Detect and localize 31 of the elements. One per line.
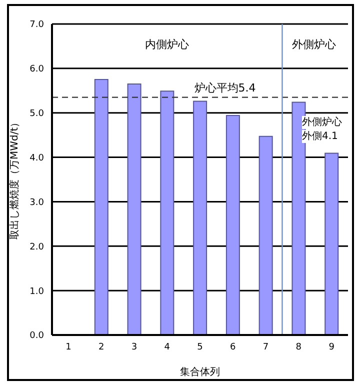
bar [226,115,240,335]
y-axis-title: 取出し燃焼度（万MWd/t） [8,117,21,240]
bar [94,79,108,335]
annotation: 外側炉心 [292,38,336,51]
y-tick-label: 0.0 [30,331,44,342]
bar [160,90,174,335]
y-tick-label: 7.0 [30,20,44,30]
bar [324,152,339,335]
y-tick-label: 6.0 [30,64,44,75]
x-tick-label: 1 [66,342,72,352]
x-axis-title: 集合体列 [180,366,220,378]
x-tick-label: 9 [328,342,335,352]
bar [258,136,273,335]
y-tick-label: 4.0 [30,153,44,164]
x-tick-label: 8 [296,342,302,352]
x-tick-label: 4 [164,342,170,352]
x-tick-label: 2 [98,342,104,352]
x-tick-label: 5 [197,342,203,352]
bar [127,83,142,335]
annotation: 内側炉心 [145,38,189,51]
x-tick-label: 6 [230,342,236,352]
x-tick-label: 3 [131,342,138,352]
y-tick-label: 1.0 [30,286,44,297]
bar [193,100,208,335]
annotation: 外側炉心 [302,116,342,129]
y-tick-label: 2.0 [30,242,44,252]
annotation: 外側4.1 [302,130,338,143]
y-tick-label: 3.0 [30,198,44,208]
ref-line-label: 炉心平均5.4 [194,81,256,94]
x-tick-label: 7 [262,342,269,352]
y-tick-label: 5.0 [30,109,44,120]
